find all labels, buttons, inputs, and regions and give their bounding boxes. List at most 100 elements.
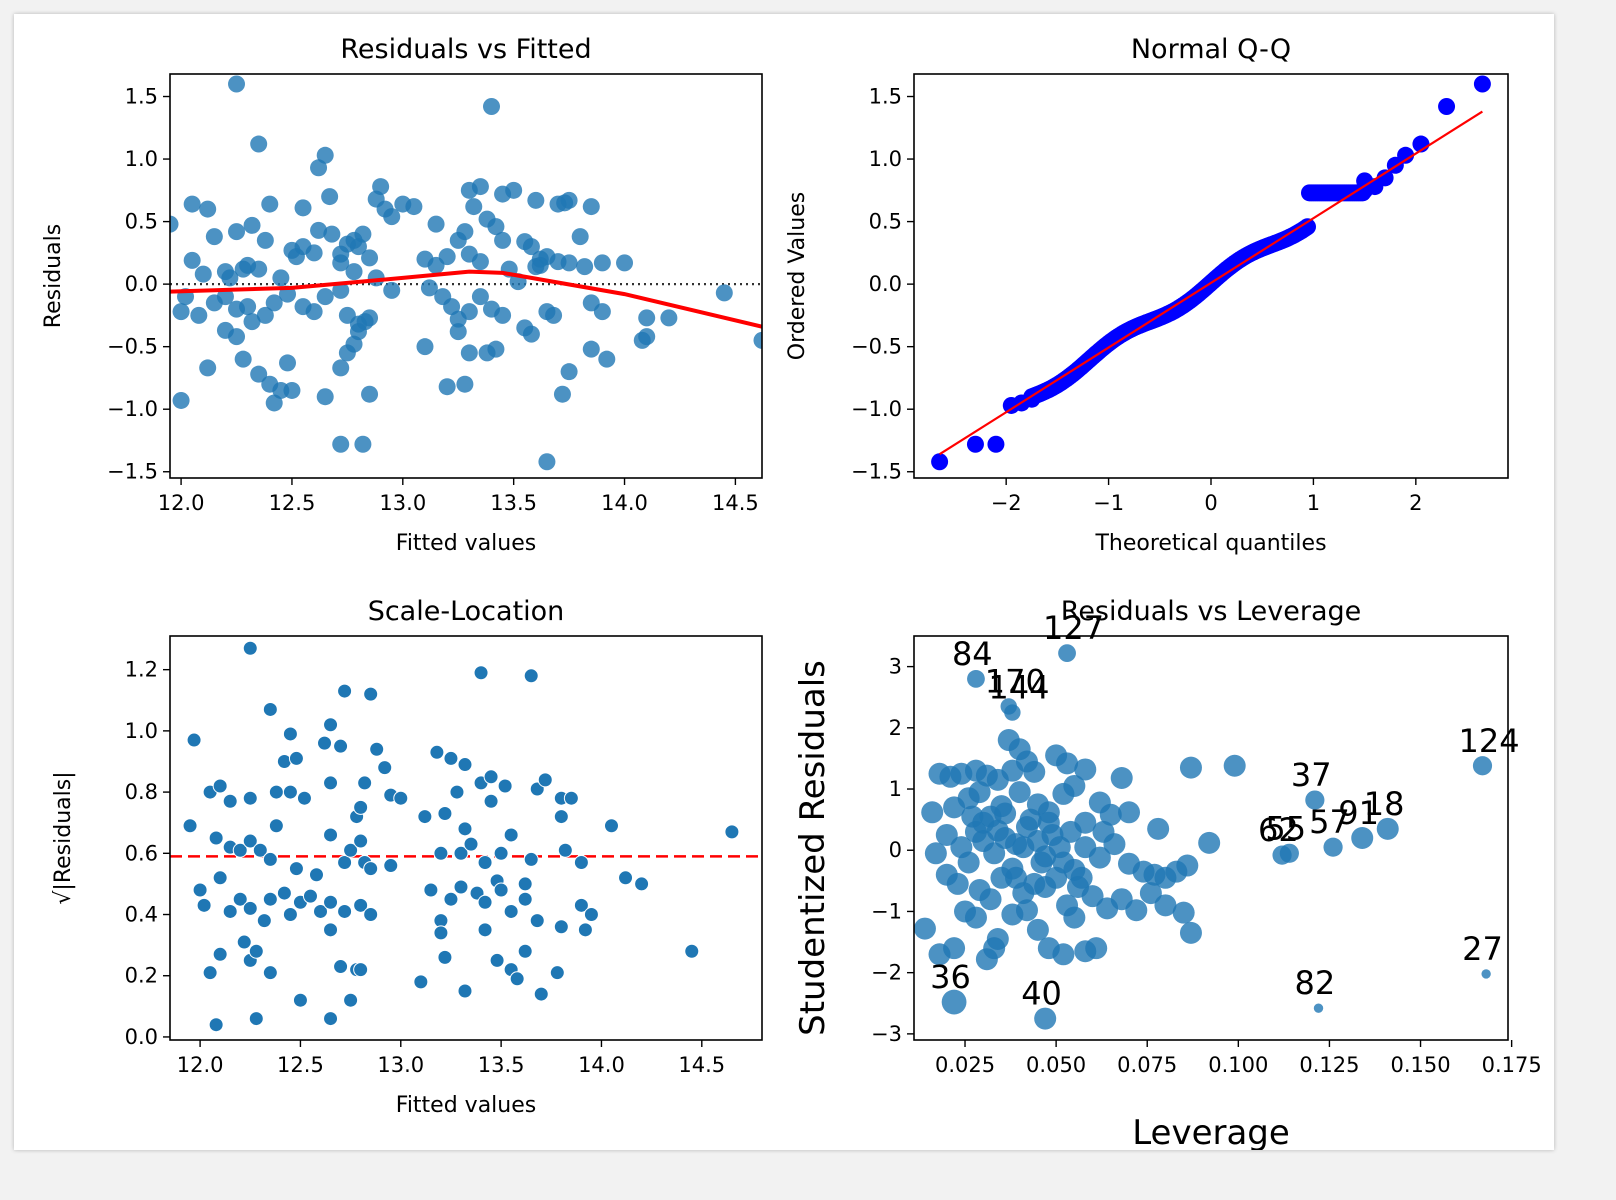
data-point	[573, 897, 589, 913]
data-point	[503, 827, 519, 843]
data-point	[363, 861, 379, 877]
data-point	[282, 784, 298, 800]
data-point	[453, 879, 469, 895]
point-annotation: 37	[1291, 756, 1332, 794]
data-point	[582, 198, 600, 216]
data-point	[212, 870, 228, 886]
data-point	[545, 306, 563, 324]
data-point	[1056, 752, 1079, 775]
x-tick-label: −1	[1093, 491, 1124, 515]
data-point	[983, 842, 1006, 865]
data-point	[305, 303, 323, 321]
data-point	[1139, 882, 1162, 905]
data-point	[438, 248, 456, 266]
data-point	[1092, 820, 1115, 843]
data-point	[1015, 750, 1038, 773]
data-point	[323, 775, 339, 791]
data-point	[294, 199, 312, 217]
data-point	[182, 818, 198, 834]
y-tick-label: 0.0	[869, 272, 902, 296]
y-tick-label: 0.5	[869, 210, 902, 234]
data-point	[288, 750, 304, 766]
data-point	[1176, 854, 1199, 877]
data-point	[471, 288, 489, 306]
data-point	[316, 388, 334, 406]
y-tick-label: −3	[871, 1022, 902, 1046]
qq-point	[966, 435, 984, 453]
data-point	[1110, 767, 1133, 790]
panel-resid-fitted: 12.0 12.5 13.0 13.5 14.0 14.5 −1.5 −1.0 −0.5 0.0 0…	[41, 34, 763, 556]
y-tick-label: 0.5	[125, 210, 158, 234]
data-point	[603, 818, 619, 834]
qq-point	[1438, 98, 1456, 116]
data-point	[715, 284, 733, 302]
qq-point	[1299, 218, 1317, 236]
annotated-point	[1313, 1003, 1324, 1013]
x-tick-label: 14.0	[578, 1053, 625, 1077]
x-tick-label: 14.5	[678, 1053, 725, 1077]
data-point	[563, 790, 579, 806]
data-point	[503, 903, 519, 919]
y-tick-label: 2	[889, 716, 902, 740]
point-annotation: 62	[1258, 811, 1299, 849]
data-point	[310, 221, 328, 239]
data-point	[1037, 811, 1060, 834]
plot-area	[170, 75, 762, 471]
data-point	[527, 191, 545, 209]
data-point	[964, 906, 987, 929]
data-point	[272, 269, 290, 287]
data-point	[456, 223, 474, 241]
data-point	[1005, 866, 1028, 889]
data-point	[493, 845, 509, 861]
data-point	[261, 195, 279, 213]
y-tick-label: 1.5	[869, 85, 902, 109]
y-tick-label: −0.5	[851, 335, 902, 359]
data-point	[296, 790, 312, 806]
data-point	[471, 178, 489, 196]
y-tick-label: 1.0	[125, 147, 158, 171]
data-point	[234, 350, 252, 368]
data-point	[582, 340, 600, 358]
data-point	[205, 228, 223, 246]
data-point	[638, 309, 656, 327]
data-point	[383, 281, 401, 299]
data-point	[449, 784, 465, 800]
data-point	[287, 248, 305, 266]
y-tick-label: −2	[871, 961, 902, 985]
data-point	[549, 965, 565, 981]
y-tick-label: 1.5	[125, 85, 158, 109]
data-point	[986, 819, 1009, 842]
data-point	[228, 223, 246, 241]
data-point	[323, 717, 339, 733]
data-point	[618, 870, 634, 886]
qq-point	[1473, 75, 1491, 93]
point-annotation: 124	[1458, 722, 1519, 760]
data-point	[333, 959, 349, 975]
data-point	[1048, 836, 1071, 859]
data-point	[357, 775, 373, 791]
data-point	[283, 381, 301, 399]
data-point	[194, 265, 212, 283]
data-point	[529, 913, 545, 929]
data-point	[242, 833, 258, 849]
data-point	[228, 328, 246, 346]
data-point	[593, 254, 611, 272]
y-tick-label: 0.4	[125, 903, 158, 927]
data-point	[1012, 836, 1035, 859]
data-point	[460, 303, 478, 321]
data-point	[1223, 754, 1246, 777]
data-point	[208, 830, 224, 846]
chart-title: Residuals vs Leverage	[1061, 596, 1361, 627]
data-point	[571, 228, 589, 246]
data-point	[522, 325, 540, 343]
point-annotation: 36	[930, 958, 971, 996]
data-point	[473, 665, 489, 681]
data-point	[576, 258, 594, 276]
data-point	[457, 821, 473, 837]
data-point	[429, 744, 445, 760]
data-point	[483, 793, 499, 809]
data-point	[323, 894, 339, 910]
data-point	[265, 294, 283, 312]
annotated-point	[1058, 644, 1076, 663]
